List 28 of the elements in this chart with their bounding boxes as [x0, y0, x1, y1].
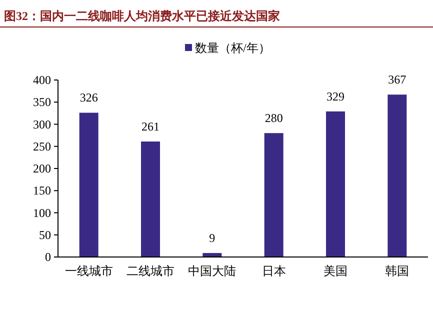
bar	[141, 142, 160, 257]
x-tick-label: 日本	[262, 264, 286, 278]
bar	[264, 133, 284, 257]
legend-label: 数量（杯/年）	[195, 41, 270, 55]
data-label: 9	[209, 231, 216, 246]
y-tick-label: 150	[33, 184, 51, 198]
bar	[388, 94, 407, 257]
y-tick-label: 100	[33, 206, 51, 220]
y-tick-label: 400	[33, 73, 51, 87]
data-label: 367	[388, 72, 406, 87]
chart-title: 图32：国内一二线咖啡人均消费水平已接近发达国家	[4, 9, 280, 23]
y-tick-label: 50	[39, 228, 51, 242]
data-label: 280	[264, 111, 283, 126]
data-label: 326	[80, 90, 98, 105]
data-label: 329	[326, 89, 344, 104]
y-tick-label: 200	[33, 162, 51, 176]
data-label: 261	[142, 120, 160, 134]
x-tick-label: 韩国	[385, 264, 410, 278]
y-tick-label: 300	[33, 117, 51, 132]
x-tick-label: 中国大陆	[188, 264, 236, 278]
bar	[79, 112, 98, 257]
y-tick-label: 0	[45, 250, 51, 264]
bar	[326, 111, 345, 257]
y-tick-label: 350	[33, 95, 51, 110]
x-tick-label: 二线城市	[126, 264, 174, 278]
x-tick-label: 一线城市	[64, 264, 113, 278]
y-tick-label: 250	[33, 139, 51, 154]
x-tick-label: 美国	[324, 264, 348, 278]
